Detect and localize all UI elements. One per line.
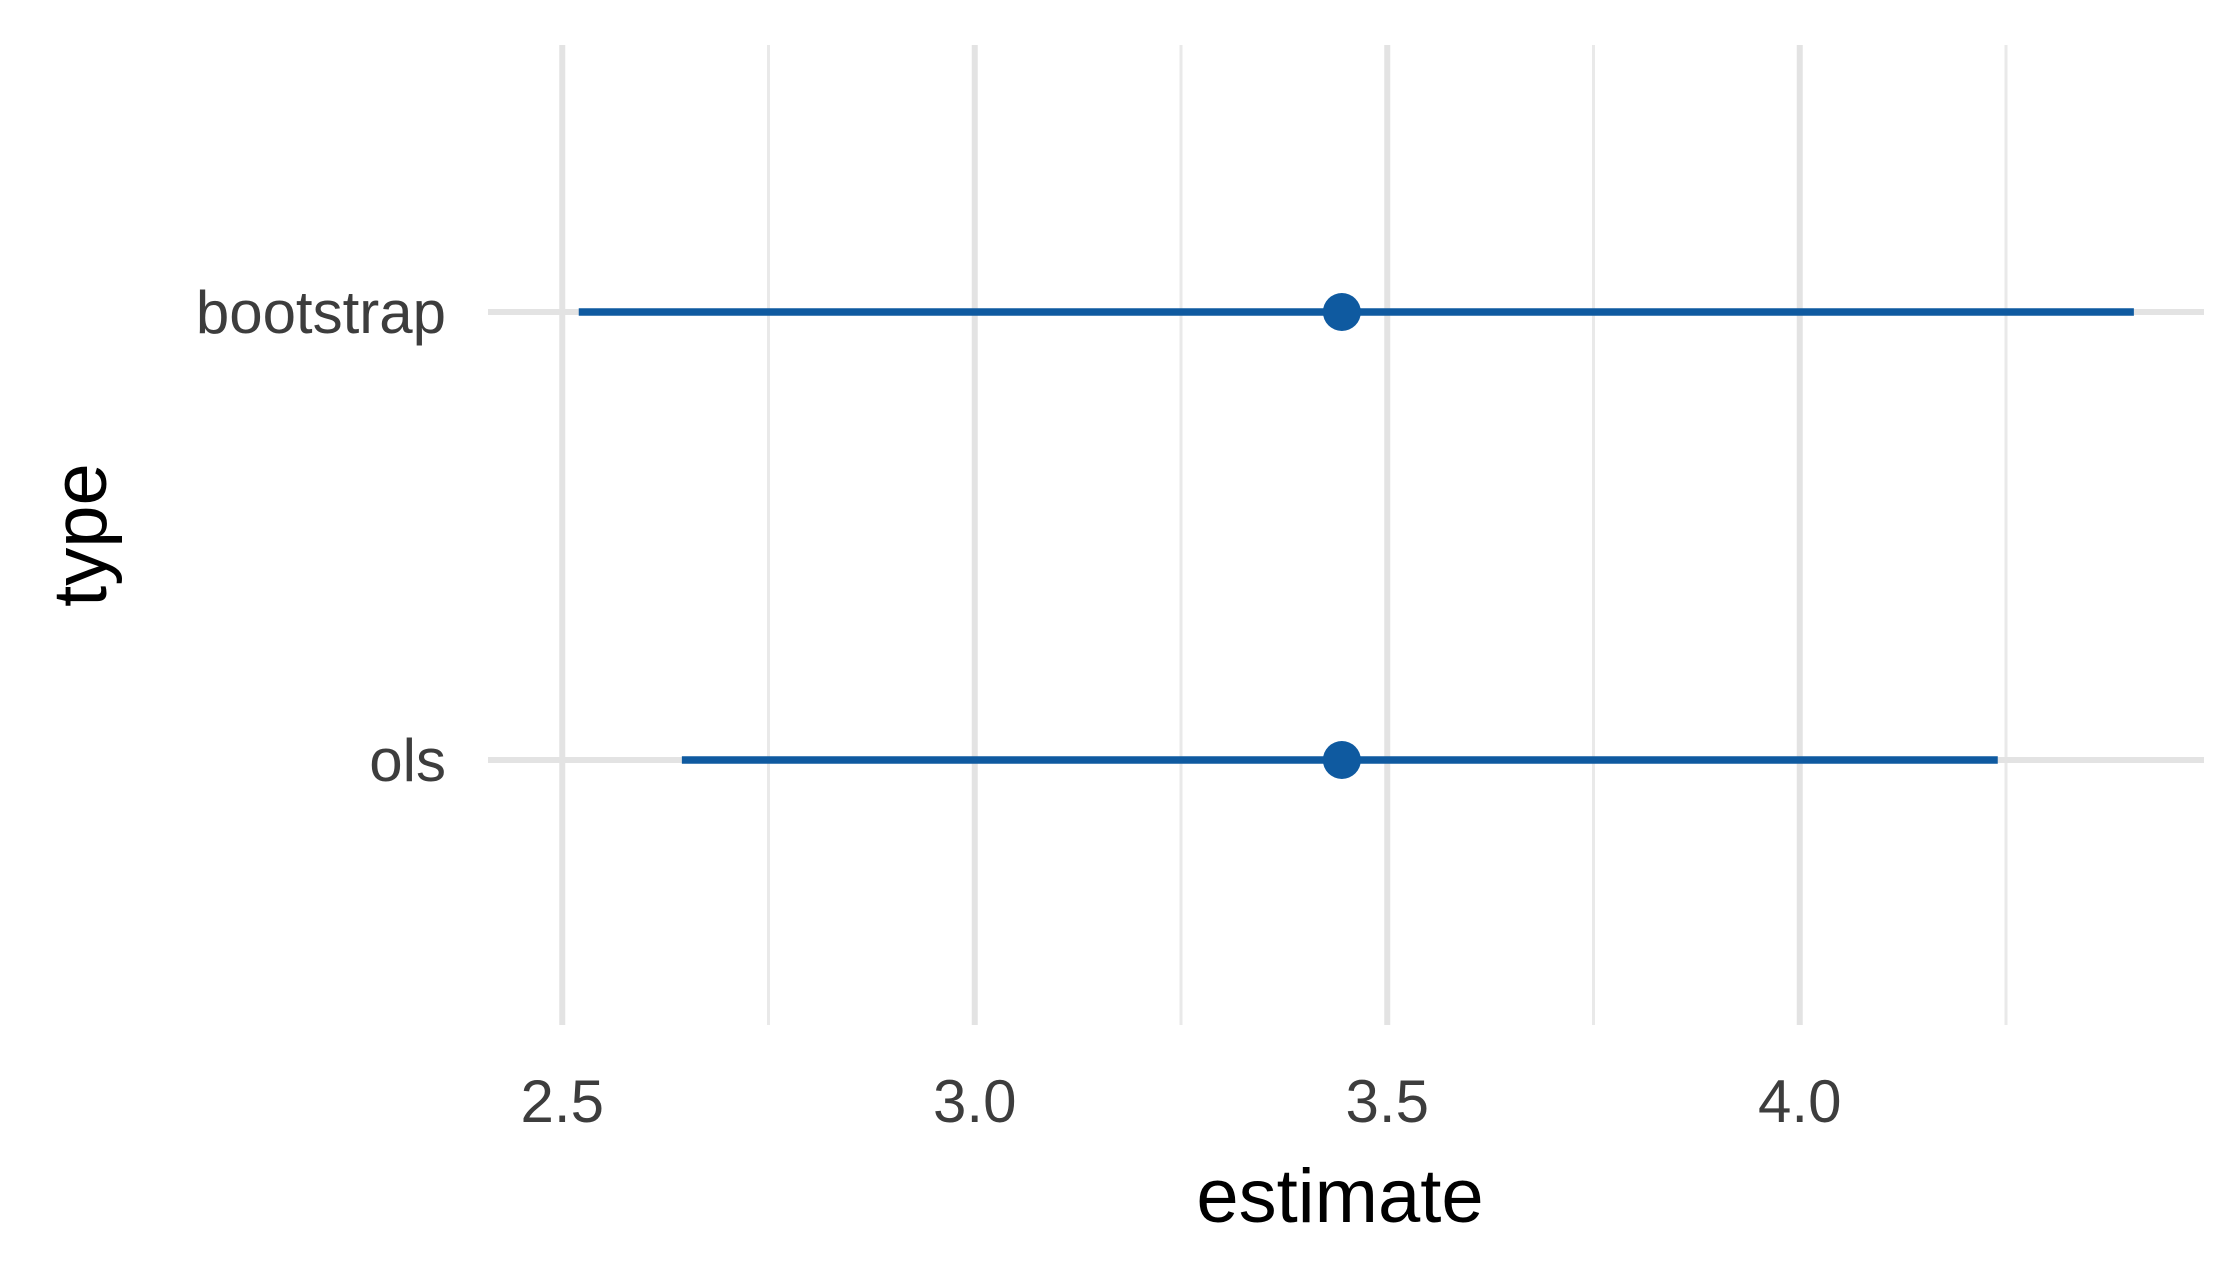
x-tick-label: 2.5	[521, 1068, 604, 1135]
point-bootstrap	[1323, 293, 1361, 331]
x-tick-label: 3.0	[933, 1068, 1016, 1135]
y-tick-label: bootstrap	[196, 279, 446, 346]
data-layer	[579, 293, 2134, 779]
grid-layer	[488, 45, 2204, 1025]
point-ols	[1323, 741, 1361, 779]
y-axis-title: type	[38, 463, 123, 607]
y-tick-label: ols	[369, 727, 446, 794]
x-tick-label: 3.5	[1346, 1068, 1429, 1135]
x-tick-label: 4.0	[1758, 1068, 1841, 1135]
x-axis-title: estimate	[1196, 1154, 1483, 1239]
